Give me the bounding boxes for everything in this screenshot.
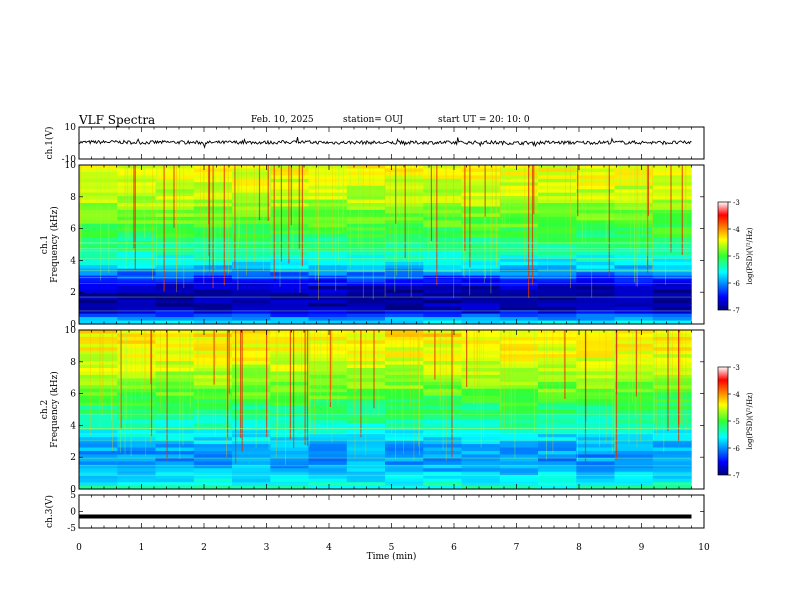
ch3-waveform-ylabel: ch.3(V) — [44, 495, 55, 528]
ch2-spectrogram-cbtick-2: -5 — [733, 418, 740, 426]
ch3-waveform-ytick-0: 5 — [70, 491, 76, 501]
ch2-spectrogram-colorbar — [717, 366, 731, 476]
ch2-spectrogram-cbtick-0: -3 — [733, 364, 740, 372]
xtick-5: 5 — [389, 543, 395, 553]
ch1-waveform-trace — [78, 137, 692, 149]
ch2-spectrogram-cbtick-4: -7 — [733, 472, 740, 480]
ch2-spectrogram-ytick-5: 10 — [65, 326, 77, 336]
ch1-waveform-ytick-1: -10 — [62, 155, 77, 165]
xtick-8: 8 — [576, 543, 582, 553]
ch1-spectrogram-cbtick-3: -6 — [733, 280, 740, 288]
ch2-spectrogram-cblabel: log(PSD)(V²/Hz) — [746, 392, 754, 449]
ch2-spectrogram-ytick-0: 0 — [70, 485, 76, 495]
xtick-0: 0 — [76, 543, 82, 553]
xtick-2: 2 — [201, 543, 207, 553]
ch1-spectrogram-cbtick-2: -5 — [733, 253, 740, 261]
xtick-4: 4 — [326, 543, 332, 553]
ch3-waveform-ytick-2: -5 — [67, 524, 76, 534]
ch1-spectrogram-ylabel: ch.1Frequency (kHz) — [40, 206, 60, 283]
xtick-1: 1 — [139, 543, 145, 553]
header-date: Feb. 10, 2025 — [251, 115, 314, 125]
xaxis-label: Time (min) — [367, 551, 417, 562]
ch1-spectrogram-colorbar — [717, 201, 731, 311]
ch1-spectrogram-image — [79, 165, 692, 325]
xtick-6: 6 — [451, 543, 457, 553]
ch1-spectrogram-ytick-2: 4 — [70, 256, 76, 266]
ch3-waveform-ytick-1: 0 — [70, 508, 76, 518]
ch2-spectrogram-cbtick-1: -4 — [733, 391, 740, 399]
figure-title: VLF Spectra — [79, 113, 156, 127]
ch2-spectrogram-ytick-4: 8 — [70, 358, 76, 368]
ch1-spectrogram-ytick-3: 6 — [70, 225, 76, 235]
ch1-spectrogram-ytick-4: 8 — [70, 193, 76, 203]
ch2-spectrogram-ytick-2: 4 — [70, 421, 76, 431]
ch1-spectrogram-ytick-5: 10 — [65, 161, 77, 171]
xtick-7: 7 — [514, 543, 520, 553]
ch2-spectrogram-image — [79, 330, 692, 490]
ch2-spectrogram-ytick-3: 6 — [70, 390, 76, 400]
ch1-spectrogram-cbtick-1: -4 — [733, 226, 740, 234]
ch1-spectrogram-ytick-1: 2 — [70, 288, 76, 298]
ch2-spectrogram-ylabel: ch.2Frequency (kHz) — [40, 371, 60, 448]
header-start-ut: start UT = 20: 10: 0 — [438, 115, 530, 125]
xtick-9: 9 — [639, 543, 645, 553]
header-station: station= OUJ — [343, 115, 404, 125]
ch1-spectrogram-cblabel: log(PSD)(V²/Hz) — [746, 227, 754, 284]
ch1-waveform-ylabel: ch.1(V) — [44, 127, 55, 160]
ch2-spectrogram-cbtick-3: -6 — [733, 445, 740, 453]
ch1-spectrogram-cbtick-4: -7 — [733, 307, 740, 315]
ch1-spectrogram-ytick-0: 0 — [70, 320, 76, 330]
ch1-waveform-ytick-0: 10 — [65, 123, 77, 133]
xtick-3: 3 — [264, 543, 270, 553]
ch2-spectrogram-ytick-1: 2 — [70, 453, 76, 463]
xtick-10: 10 — [698, 543, 710, 553]
ch1-spectrogram-cbtick-0: -3 — [733, 199, 740, 207]
